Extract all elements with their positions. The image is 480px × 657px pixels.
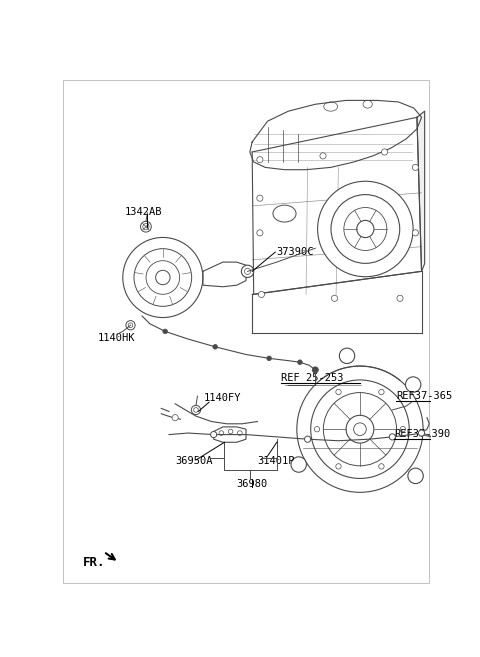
Circle shape [141,221,151,232]
Circle shape [213,344,217,349]
Circle shape [258,291,264,298]
Text: 1140FY: 1140FY [204,393,241,403]
Text: REF37-390: REF37-390 [394,429,450,439]
Circle shape [257,195,263,201]
Circle shape [318,181,413,277]
Polygon shape [250,101,421,170]
Text: 36950A: 36950A [175,456,213,466]
Circle shape [382,149,388,155]
Circle shape [241,265,254,277]
Polygon shape [214,427,246,442]
Polygon shape [417,111,425,271]
Circle shape [123,237,203,317]
Circle shape [408,468,423,484]
Circle shape [297,366,423,492]
Text: REF 25-253: REF 25-253 [281,373,344,383]
Circle shape [163,329,168,334]
Circle shape [291,457,306,472]
Polygon shape [252,271,421,333]
Text: FR.: FR. [83,556,105,569]
Circle shape [267,356,271,361]
Circle shape [389,434,396,440]
Text: 36980: 36980 [237,479,268,489]
Circle shape [320,153,326,159]
Circle shape [126,321,135,330]
Circle shape [412,164,419,170]
Text: REF37-365: REF37-365 [396,391,452,401]
Circle shape [346,415,374,443]
Circle shape [192,405,201,415]
Circle shape [339,348,355,363]
Circle shape [257,230,263,236]
Circle shape [419,430,425,436]
Circle shape [332,295,337,302]
Text: 1140HK: 1140HK [98,333,136,343]
Polygon shape [203,262,246,286]
Text: 31401P: 31401P [258,456,295,466]
Text: 1342AB: 1342AB [124,208,162,217]
Circle shape [298,360,302,365]
Circle shape [406,377,421,392]
Text: 37390C: 37390C [277,246,314,257]
Circle shape [304,436,311,442]
Circle shape [397,295,403,302]
Circle shape [257,156,263,163]
Circle shape [357,220,374,238]
Circle shape [156,270,170,284]
Circle shape [412,230,419,236]
Circle shape [312,367,318,373]
Circle shape [211,432,217,438]
Polygon shape [252,118,421,294]
Circle shape [172,415,178,420]
